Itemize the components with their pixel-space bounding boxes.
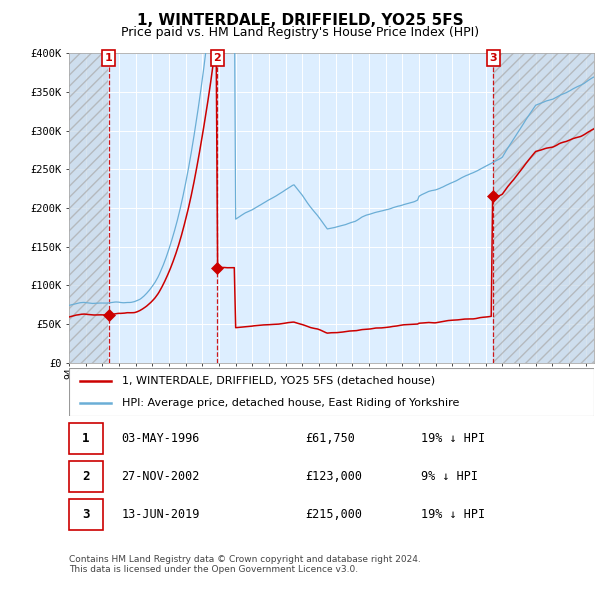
FancyBboxPatch shape [69, 461, 103, 492]
Text: 19% ↓ HPI: 19% ↓ HPI [421, 432, 485, 445]
Text: Contains HM Land Registry data © Crown copyright and database right 2024.
This d: Contains HM Land Registry data © Crown c… [69, 555, 421, 574]
Text: 1: 1 [82, 432, 90, 445]
Text: 3: 3 [82, 508, 90, 521]
FancyBboxPatch shape [69, 499, 103, 530]
Bar [493, 53, 594, 363]
Text: 9% ↓ HPI: 9% ↓ HPI [421, 470, 478, 483]
Text: 3: 3 [490, 53, 497, 63]
FancyBboxPatch shape [69, 368, 594, 416]
FancyBboxPatch shape [69, 423, 103, 454]
Text: £61,750: £61,750 [305, 432, 355, 445]
Text: Price paid vs. HM Land Registry's House Price Index (HPI): Price paid vs. HM Land Registry's House … [121, 26, 479, 39]
Text: 13-JUN-2019: 13-JUN-2019 [121, 508, 200, 521]
Text: 19% ↓ HPI: 19% ↓ HPI [421, 508, 485, 521]
Text: 27-NOV-2002: 27-NOV-2002 [121, 470, 200, 483]
Text: 1: 1 [104, 53, 112, 63]
Text: HPI: Average price, detached house, East Riding of Yorkshire: HPI: Average price, detached house, East… [121, 398, 459, 408]
Text: £215,000: £215,000 [305, 508, 362, 521]
Text: 2: 2 [214, 53, 221, 63]
Text: 1, WINTERDALE, DRIFFIELD, YO25 5FS (detached house): 1, WINTERDALE, DRIFFIELD, YO25 5FS (deta… [121, 376, 434, 386]
Bar [69, 53, 109, 363]
Text: 2: 2 [82, 470, 90, 483]
Text: 1, WINTERDALE, DRIFFIELD, YO25 5FS: 1, WINTERDALE, DRIFFIELD, YO25 5FS [137, 13, 463, 28]
Text: 03-MAY-1996: 03-MAY-1996 [121, 432, 200, 445]
Text: £123,000: £123,000 [305, 470, 362, 483]
